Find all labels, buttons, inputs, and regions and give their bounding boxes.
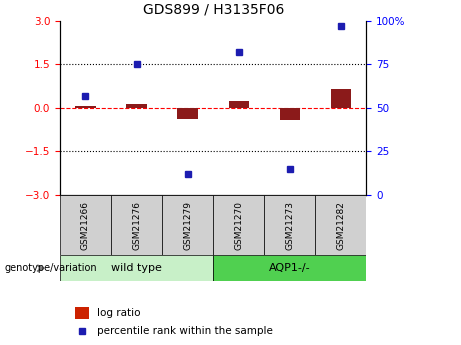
Title: GDS899 / H3135F06: GDS899 / H3135F06 (142, 3, 284, 17)
Text: GSM21282: GSM21282 (337, 201, 345, 249)
Text: GSM21273: GSM21273 (285, 200, 295, 250)
Text: AQP1-/-: AQP1-/- (269, 263, 311, 273)
Text: log ratio: log ratio (97, 308, 140, 318)
Bar (280, 108, 300, 120)
Bar (213, 195, 264, 255)
Text: genotype/variation: genotype/variation (5, 263, 97, 273)
Bar (162, 195, 213, 255)
Bar (331, 89, 351, 108)
Bar (75, 307, 89, 319)
Bar (75, 106, 96, 108)
Text: GSM21270: GSM21270 (234, 200, 243, 250)
Bar (111, 195, 162, 255)
Bar (126, 104, 147, 108)
Text: GSM21276: GSM21276 (132, 200, 141, 250)
Text: GSM21266: GSM21266 (81, 200, 90, 250)
Bar (213, 255, 366, 281)
Bar (177, 108, 198, 119)
Text: wild type: wild type (111, 263, 162, 273)
Text: percentile rank within the sample: percentile rank within the sample (97, 326, 272, 336)
Bar (60, 255, 213, 281)
Bar (315, 195, 366, 255)
Bar (264, 195, 315, 255)
Bar (60, 195, 111, 255)
Text: GSM21279: GSM21279 (183, 200, 192, 250)
Bar (229, 101, 249, 108)
